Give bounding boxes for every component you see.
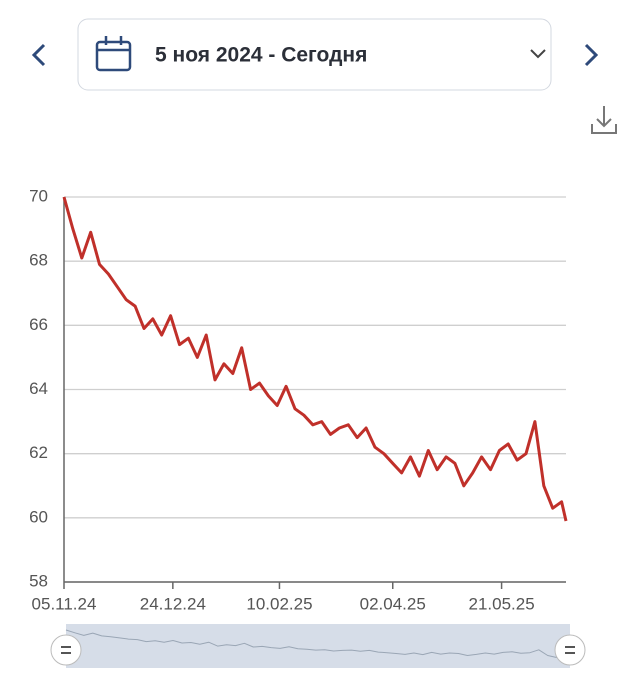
x-tick-label: 05.11.24 — [32, 594, 97, 613]
y-tick-label: 64 — [29, 379, 48, 398]
y-tick-label: 62 — [29, 443, 48, 462]
date-range: 5 ноя 2024 - Сегодня — [155, 44, 367, 67]
navigator — [66, 624, 570, 668]
navigator-handle[interactable] — [554, 634, 586, 666]
navigator-handle[interactable] — [50, 634, 82, 666]
next-button[interactable] — [584, 43, 599, 67]
x-tick-label: 21.05.25 — [468, 594, 534, 613]
data-line — [62, 196, 568, 522]
y-tick-label: 60 — [29, 507, 48, 526]
prev-button[interactable] — [31, 43, 46, 67]
x-tick-label: 02.04.25 — [360, 594, 426, 613]
dropdown-arrow — [530, 49, 546, 59]
y-tick-label: 68 — [29, 251, 48, 270]
x-tick-label: 24.12.24 — [140, 594, 206, 613]
date-picker[interactable] — [77, 18, 552, 91]
x-tick-label: 10.02.25 — [246, 594, 312, 613]
y-tick-label: 66 — [29, 315, 48, 334]
y-tick-label: 70 — [29, 186, 48, 205]
download-button[interactable] — [591, 106, 617, 134]
navigator-line — [65, 629, 571, 660]
y-tick-label: 58 — [29, 571, 48, 590]
calendar-icon — [95, 36, 132, 72]
